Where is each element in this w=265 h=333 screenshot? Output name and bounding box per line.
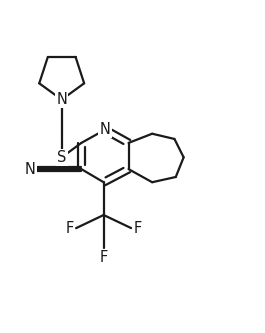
Text: F: F bbox=[100, 250, 108, 265]
Text: N: N bbox=[56, 92, 67, 107]
Text: N: N bbox=[100, 122, 111, 137]
Text: N: N bbox=[25, 162, 36, 176]
Text: F: F bbox=[133, 221, 142, 236]
Text: F: F bbox=[66, 221, 74, 236]
Text: S: S bbox=[57, 150, 67, 165]
